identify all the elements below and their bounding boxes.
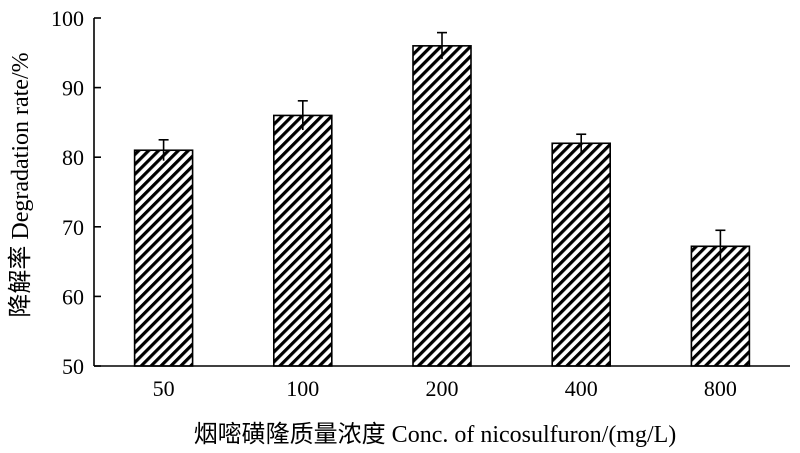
bars-group: [133, 45, 751, 367]
y-tick-label: 80: [62, 145, 84, 170]
y-ticks-group: 50 60 70 80 90 100: [51, 6, 101, 379]
x-tick-label: 50: [153, 376, 175, 401]
bar-800: [690, 245, 751, 367]
error-bars-group: [158, 31, 726, 263]
x-ticks-group: 50 100 200 400 800: [153, 376, 737, 401]
y-tick-label: 60: [62, 284, 84, 309]
bar-200: [412, 45, 472, 367]
x-axis-label: 烟嘧磺隆质量浓度 Conc. of nicosulfuron/(mg/L): [194, 421, 677, 448]
bar-50: [133, 149, 194, 367]
y-tick-label: 50: [62, 354, 84, 379]
y-tick-label: 100: [51, 6, 84, 31]
y-tick-label: 90: [62, 76, 84, 101]
y-axis-label: 降解率 Degradation rate/%: [7, 52, 34, 317]
x-tick-label: 400: [565, 376, 598, 401]
bar-400: [551, 142, 612, 367]
bar-100: [272, 114, 333, 367]
x-tick-label: 200: [426, 376, 459, 401]
x-tick-label: 800: [704, 376, 737, 401]
y-tick-label: 70: [62, 215, 84, 240]
x-tick-label: 100: [286, 376, 319, 401]
